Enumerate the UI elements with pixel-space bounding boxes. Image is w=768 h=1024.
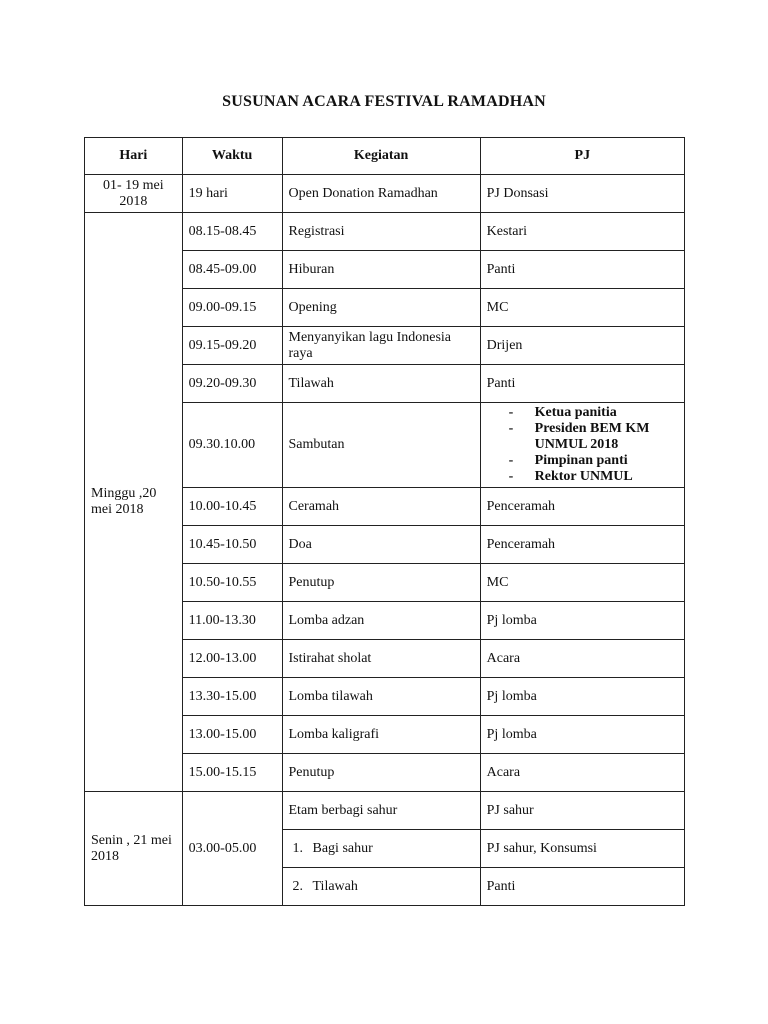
header-kegiatan: Kegiatan <box>281 137 481 175</box>
cell-kegiatan: Lomba kaligrafi <box>281 715 481 754</box>
list-number: 1. <box>292 840 304 856</box>
cell-kegiatan: Menyanyikan lagu Indonesia raya <box>281 326 481 365</box>
cell-kegiatan: Lomba tilawah <box>281 677 481 716</box>
cell-kegiatan: Penutup <box>281 563 481 602</box>
pj-list-text: Pimpinan panti <box>534 453 628 468</box>
cell-pj: MC <box>479 563 686 602</box>
cell-kegiatan: Sambutan <box>281 402 481 488</box>
cell-waktu: 13.30-15.00 <box>181 677 283 716</box>
header-pj: PJ <box>479 137 686 175</box>
cell-hari: Senin , 21 mei 2018 <box>84 791 183 906</box>
cell-pj: - Ketua panitia - Presiden BEM KM UNMUL 201… <box>479 402 686 488</box>
cell-waktu: 09.00-09.15 <box>181 288 283 327</box>
pj-list-item: - Rektor UNMUL <box>509 469 678 485</box>
table-row: 09.00-09.15 Opening MC <box>85 288 686 327</box>
header-hari: Hari <box>84 137 183 175</box>
cell-waktu: 08.15-08.45 <box>181 212 283 251</box>
cell-hari: Minggu ,20 mei 2018 <box>84 212 183 792</box>
cell-pj: Panti <box>479 364 686 403</box>
table-row: 09.20-09.30 Tilawah Panti <box>85 364 686 403</box>
dash-bullet: - <box>508 453 514 468</box>
cell-pj: Acara <box>479 639 686 678</box>
cell-pj: MC <box>479 288 686 327</box>
table-row: 1. Bagi sahur PJ sahur, Konsumsi <box>85 829 686 868</box>
cell-waktu: 10.00-10.45 <box>181 487 283 526</box>
table-row: Minggu ,20 mei 2018 08.15-08.45 Registrasi… <box>84 212 686 792</box>
cell-kegiatan: Open Donation Ramadhan <box>281 174 481 213</box>
table-row: 10.45-10.50 Doa Penceramah <box>85 525 686 564</box>
header-waktu: Waktu <box>181 137 283 175</box>
cell-kegiatan: Opening <box>281 288 481 327</box>
cell-kegiatan: Lomba adzan <box>281 601 481 640</box>
cell-waktu: 09.30.10.00 <box>181 402 283 488</box>
cell-kegiatan: Etam berbagi sahur <box>281 791 481 830</box>
cell-pj: Pj lomba <box>479 715 686 754</box>
cell-hari: 01- 19 mei 2018 <box>84 174 183 213</box>
table-row: 13.30-15.00 Lomba tilawah Pj lomba <box>85 677 686 716</box>
document-title: SUSUNAN ACARA FESTIVAL RAMADHAN <box>222 93 546 110</box>
cell-kegiatan: Istirahat sholat <box>281 639 481 678</box>
cell-waktu: 19 hari <box>181 174 283 213</box>
table-header-row: Hari Waktu Kegiatan PJ <box>84 137 686 175</box>
pj-list-item: - Presiden BEM KM UNMUL 2018 <box>509 421 678 453</box>
cell-pj: PJ Donsasi <box>479 174 686 213</box>
list-number: 2. <box>292 878 304 894</box>
dash-bullet: - <box>508 405 514 420</box>
pj-list-text: Presiden BEM KM UNMUL 2018 <box>534 421 650 452</box>
table-row: 08.45-09.00 Hiburan Panti <box>85 250 686 289</box>
pj-list-text: Rektor UNMUL <box>534 469 633 484</box>
pj-list: - Ketua panitia - Presiden BEM KM UNMUL 201… <box>487 405 678 485</box>
table-row: 12.00-13.00 Istirahat sholat Acara <box>85 639 686 678</box>
activity-label: Tilawah <box>312 878 358 894</box>
cell-kegiatan: Tilawah <box>281 364 481 403</box>
table-row: 11.00-13.30 Lomba adzan Pj lomba <box>85 601 686 640</box>
cell-waktu: 10.45-10.50 <box>181 525 283 564</box>
cell-kegiatan: 1. Bagi sahur <box>281 829 481 868</box>
cell-kegiatan: Hiburan <box>281 250 481 289</box>
dash-bullet: - <box>508 469 514 484</box>
activity-label: Bagi sahur <box>312 840 373 856</box>
cell-waktu: 11.00-13.30 <box>181 601 283 640</box>
cell-pj: Panti <box>479 250 686 289</box>
cell-pj: Penceramah <box>479 487 686 526</box>
cell-waktu: 13.00-15.00 <box>181 715 283 754</box>
table-row: Senin , 21 mei 2018 03.00-05.00 Etam berba… <box>84 791 686 906</box>
cell-pj: Acara <box>479 753 686 792</box>
dash-bullet: - <box>508 421 514 436</box>
pj-list-text: Ketua panitia <box>534 405 617 420</box>
cell-pj: Pj lomba <box>479 677 686 716</box>
table-row: 10.00-10.45 Ceramah Penceramah <box>85 487 686 526</box>
cell-kegiatan: Registrasi <box>281 212 481 251</box>
cell-kegiatan: Penutup <box>281 753 481 792</box>
cell-pj: PJ sahur, Konsumsi <box>479 829 686 868</box>
cell-waktu: 09.15-09.20 <box>181 326 283 365</box>
schedule-table: Hari Waktu Kegiatan PJ 01- 19 mei 2018 19… <box>84 137 686 906</box>
cell-kegiatan: Ceramah <box>281 487 481 526</box>
cell-waktu: 10.50-10.55 <box>181 563 283 602</box>
cell-kegiatan: Doa <box>281 525 481 564</box>
cell-pj: Kestari <box>479 212 686 251</box>
cell-waktu: 15.00-15.15 <box>181 753 283 792</box>
cell-pj: Panti <box>479 867 686 906</box>
pj-list-item: - Pimpinan panti <box>509 453 678 469</box>
cell-kegiatan: 2. Tilawah <box>281 867 481 906</box>
cell-pj: Drijen <box>479 326 686 365</box>
table-row: 2. Tilawah Panti <box>85 867 686 906</box>
cell-waktu: 08.45-09.00 <box>181 250 283 289</box>
cell-waktu: 09.20-09.30 <box>181 364 283 403</box>
cell-waktu: 12.00-13.00 <box>181 639 283 678</box>
table-row: 01- 19 mei 2018 19 hari Open Donation Rama… <box>84 174 686 213</box>
pj-list-item: - Ketua panitia <box>509 405 678 421</box>
cell-waktu: 03.00-05.00 <box>181 791 283 906</box>
cell-pj: Penceramah <box>479 525 686 564</box>
cell-pj: PJ sahur <box>479 791 686 830</box>
cell-pj: Pj lomba <box>479 601 686 640</box>
